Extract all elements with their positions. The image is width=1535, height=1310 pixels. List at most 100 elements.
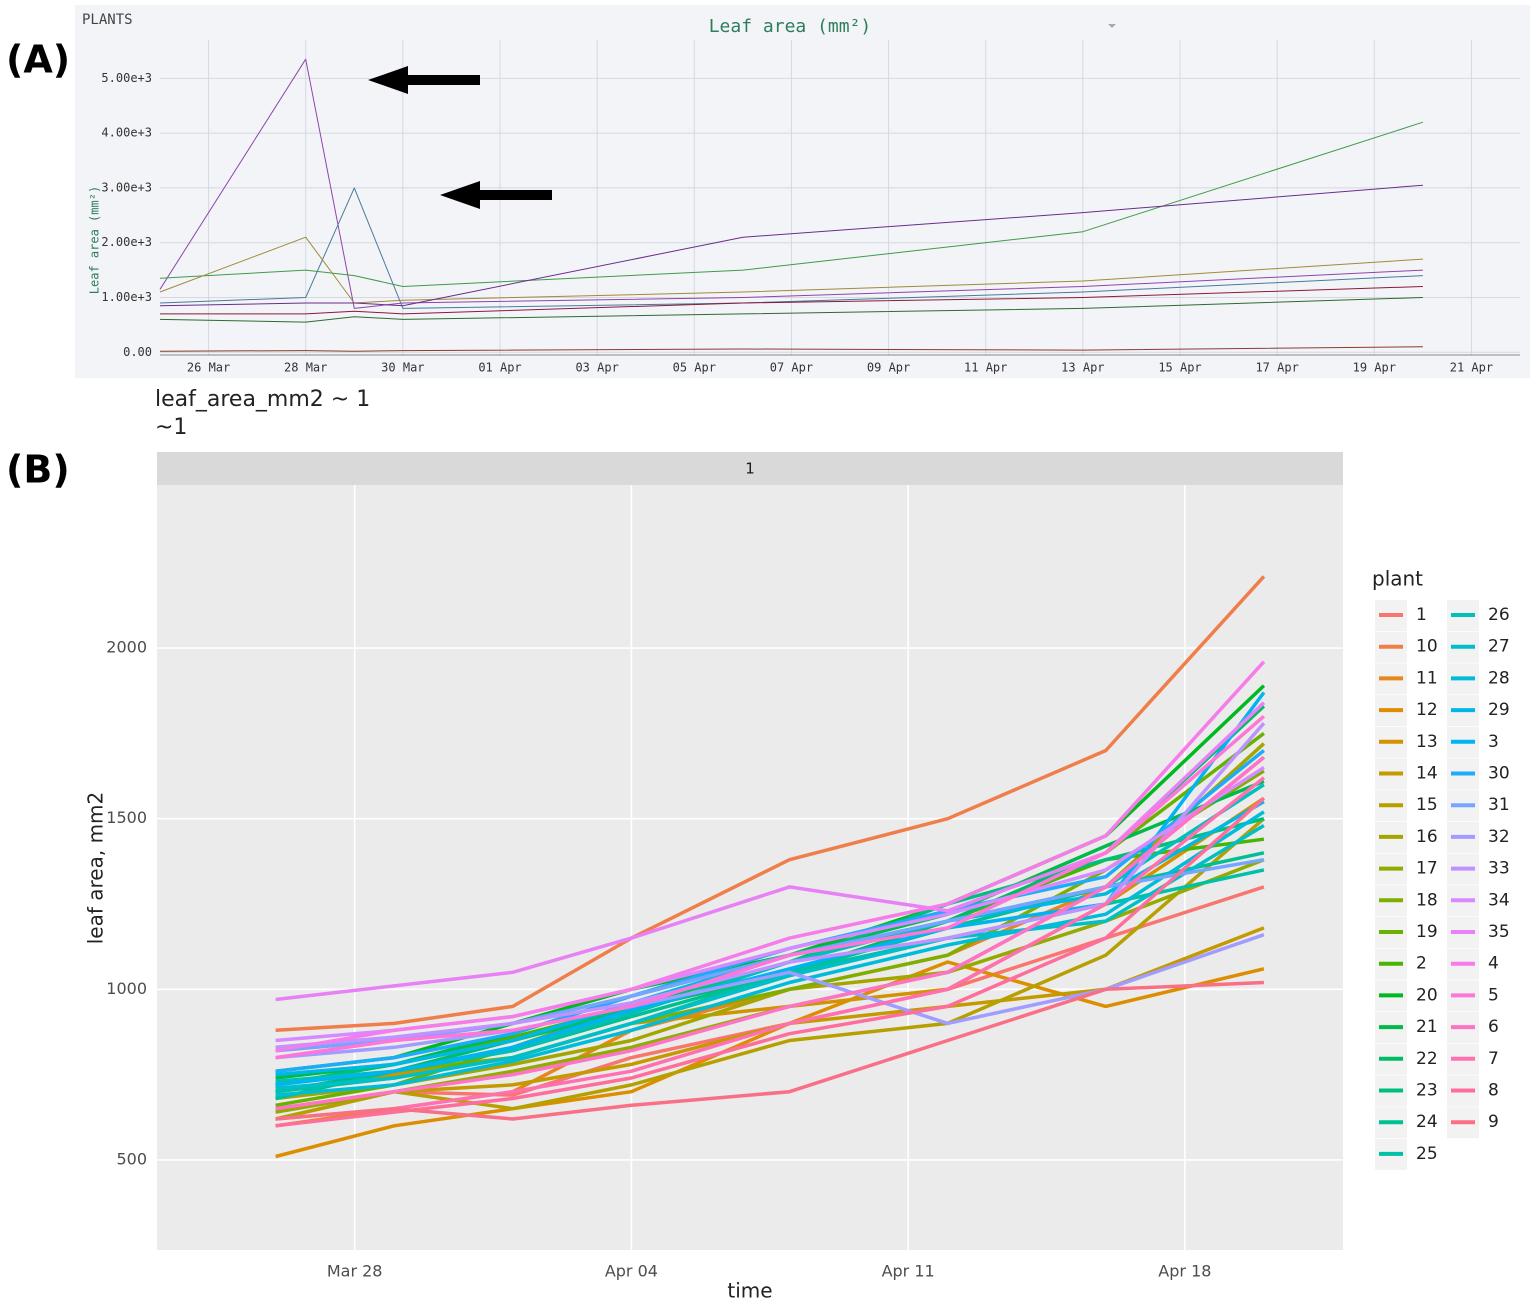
y-tick-label: 1.00e+3 — [101, 290, 152, 304]
legend-label: 14 — [1416, 764, 1438, 784]
x-tick-label: 28 Mar — [284, 361, 327, 375]
series-line — [159, 187, 1423, 309]
series-line — [275, 755, 1266, 1111]
legend-label: 11 — [1416, 668, 1438, 688]
x-tick-label: 30 Mar — [381, 361, 424, 375]
legend-label: 24 — [1416, 1112, 1438, 1132]
series-line — [275, 824, 1265, 1091]
chart-subtitle: ~1 — [155, 415, 187, 440]
legend-label: 6 — [1488, 1017, 1499, 1037]
y-tick-label: 1000 — [106, 979, 147, 998]
legend-label: 5 — [1488, 985, 1499, 1005]
series-line — [275, 660, 1266, 1053]
x-tick-label: 07 Apr — [770, 361, 813, 375]
y-tick-label: 500 — [116, 1149, 147, 1168]
facet-label: 1 — [745, 460, 755, 478]
legend-label: 35 — [1488, 922, 1510, 942]
legend-label: 34 — [1488, 890, 1510, 910]
y-tick-label: 1500 — [106, 808, 147, 827]
annotation-arrow — [440, 181, 552, 209]
series-line — [275, 776, 1265, 1121]
annotation-arrow — [368, 66, 480, 94]
chart-title[interactable]: Leaf area (mm²) — [709, 16, 872, 37]
series-line — [275, 933, 1265, 1060]
y-axis-title: Leaf area (mm²) — [88, 186, 102, 294]
legend-label: 18 — [1416, 890, 1438, 910]
series-line — [160, 286, 1423, 315]
legend-label: 8 — [1488, 1081, 1499, 1101]
y-tick-label: 2000 — [106, 638, 147, 657]
y-tick-label: 3.00e+3 — [101, 180, 152, 194]
x-axis-title: time — [727, 1279, 772, 1303]
series-line — [275, 749, 1265, 1073]
legend-label: 21 — [1416, 1017, 1438, 1037]
legend-label: 30 — [1488, 764, 1510, 784]
legend-label: 33 — [1488, 859, 1510, 879]
panel-b-background — [157, 485, 1343, 1250]
series-line — [159, 236, 1423, 304]
series-line — [275, 714, 1266, 1060]
legend-label: 29 — [1488, 700, 1510, 720]
x-tick-label: 21 Apr — [1450, 361, 1493, 375]
x-tick-label: Apr 11 — [882, 1262, 935, 1281]
x-tick-label: 15 Apr — [1158, 361, 1201, 375]
legend-label: 26 — [1488, 605, 1510, 625]
legend-label: 17 — [1416, 859, 1438, 879]
legend-label: 27 — [1488, 637, 1510, 657]
x-tick-label: Apr 04 — [605, 1262, 658, 1281]
legend-label: 9 — [1488, 1112, 1499, 1132]
x-tick-label: 17 Apr — [1255, 361, 1298, 375]
series-line — [275, 980, 1264, 1121]
legend-label: 7 — [1488, 1049, 1499, 1069]
legend-label: 32 — [1488, 827, 1510, 847]
legend-label: 3 — [1488, 732, 1499, 752]
series-line — [159, 58, 1423, 309]
legend-label: 2 — [1416, 954, 1427, 974]
x-tick-label: Apr 18 — [1158, 1262, 1211, 1281]
legend-title: plant — [1372, 567, 1423, 591]
x-tick-label: 09 Apr — [867, 361, 910, 375]
x-tick-label: 03 Apr — [575, 361, 618, 375]
legend-label: 28 — [1488, 668, 1510, 688]
legend-label: 20 — [1416, 985, 1438, 1005]
panel-a-background — [75, 5, 1530, 378]
legend-label: 15 — [1416, 795, 1438, 815]
facet-strip — [157, 452, 1343, 485]
y-axis-title: leaf area, mm2 — [84, 792, 108, 945]
dropdown-caret[interactable] — [1108, 24, 1116, 28]
legend-label: 19 — [1416, 922, 1438, 942]
legend-label: 1 — [1416, 605, 1427, 625]
x-tick-label: Mar 28 — [327, 1262, 383, 1281]
legend-label: 4 — [1488, 954, 1499, 974]
series-line — [159, 184, 1423, 307]
series-line — [275, 817, 1266, 1121]
series-line — [159, 346, 1423, 352]
selector-label: PLANTS — [82, 12, 133, 28]
x-tick-label: 11 Apr — [964, 361, 1007, 375]
series-line — [275, 701, 1266, 1002]
series-line — [275, 575, 1266, 1033]
x-tick-label: 26 Mar — [187, 361, 230, 375]
panel-label: (B) — [6, 448, 70, 492]
x-tick-label: 19 Apr — [1353, 361, 1396, 375]
legend-label: 31 — [1488, 795, 1510, 815]
legend-label: 23 — [1416, 1081, 1438, 1101]
x-tick-label: 05 Apr — [673, 361, 716, 375]
y-tick-label: 2.00e+3 — [101, 235, 152, 249]
legend-label: 12 — [1416, 700, 1438, 720]
legend-label: 16 — [1416, 827, 1438, 847]
legend-label: 25 — [1416, 1144, 1438, 1164]
legend-label: 22 — [1416, 1049, 1438, 1069]
legend-label: 10 — [1416, 637, 1438, 657]
y-tick-label: 4.00e+3 — [101, 126, 152, 140]
series-line — [159, 121, 1424, 287]
y-tick-label: 0.00 — [123, 345, 152, 359]
series-line — [159, 297, 1423, 323]
x-tick-label: 01 Apr — [478, 361, 521, 375]
legend-label: 13 — [1416, 732, 1438, 752]
x-tick-label: 13 Apr — [1061, 361, 1104, 375]
panel-label: (A) — [6, 38, 70, 82]
chart-title: leaf_area_mm2 ~ 1 — [155, 387, 370, 412]
